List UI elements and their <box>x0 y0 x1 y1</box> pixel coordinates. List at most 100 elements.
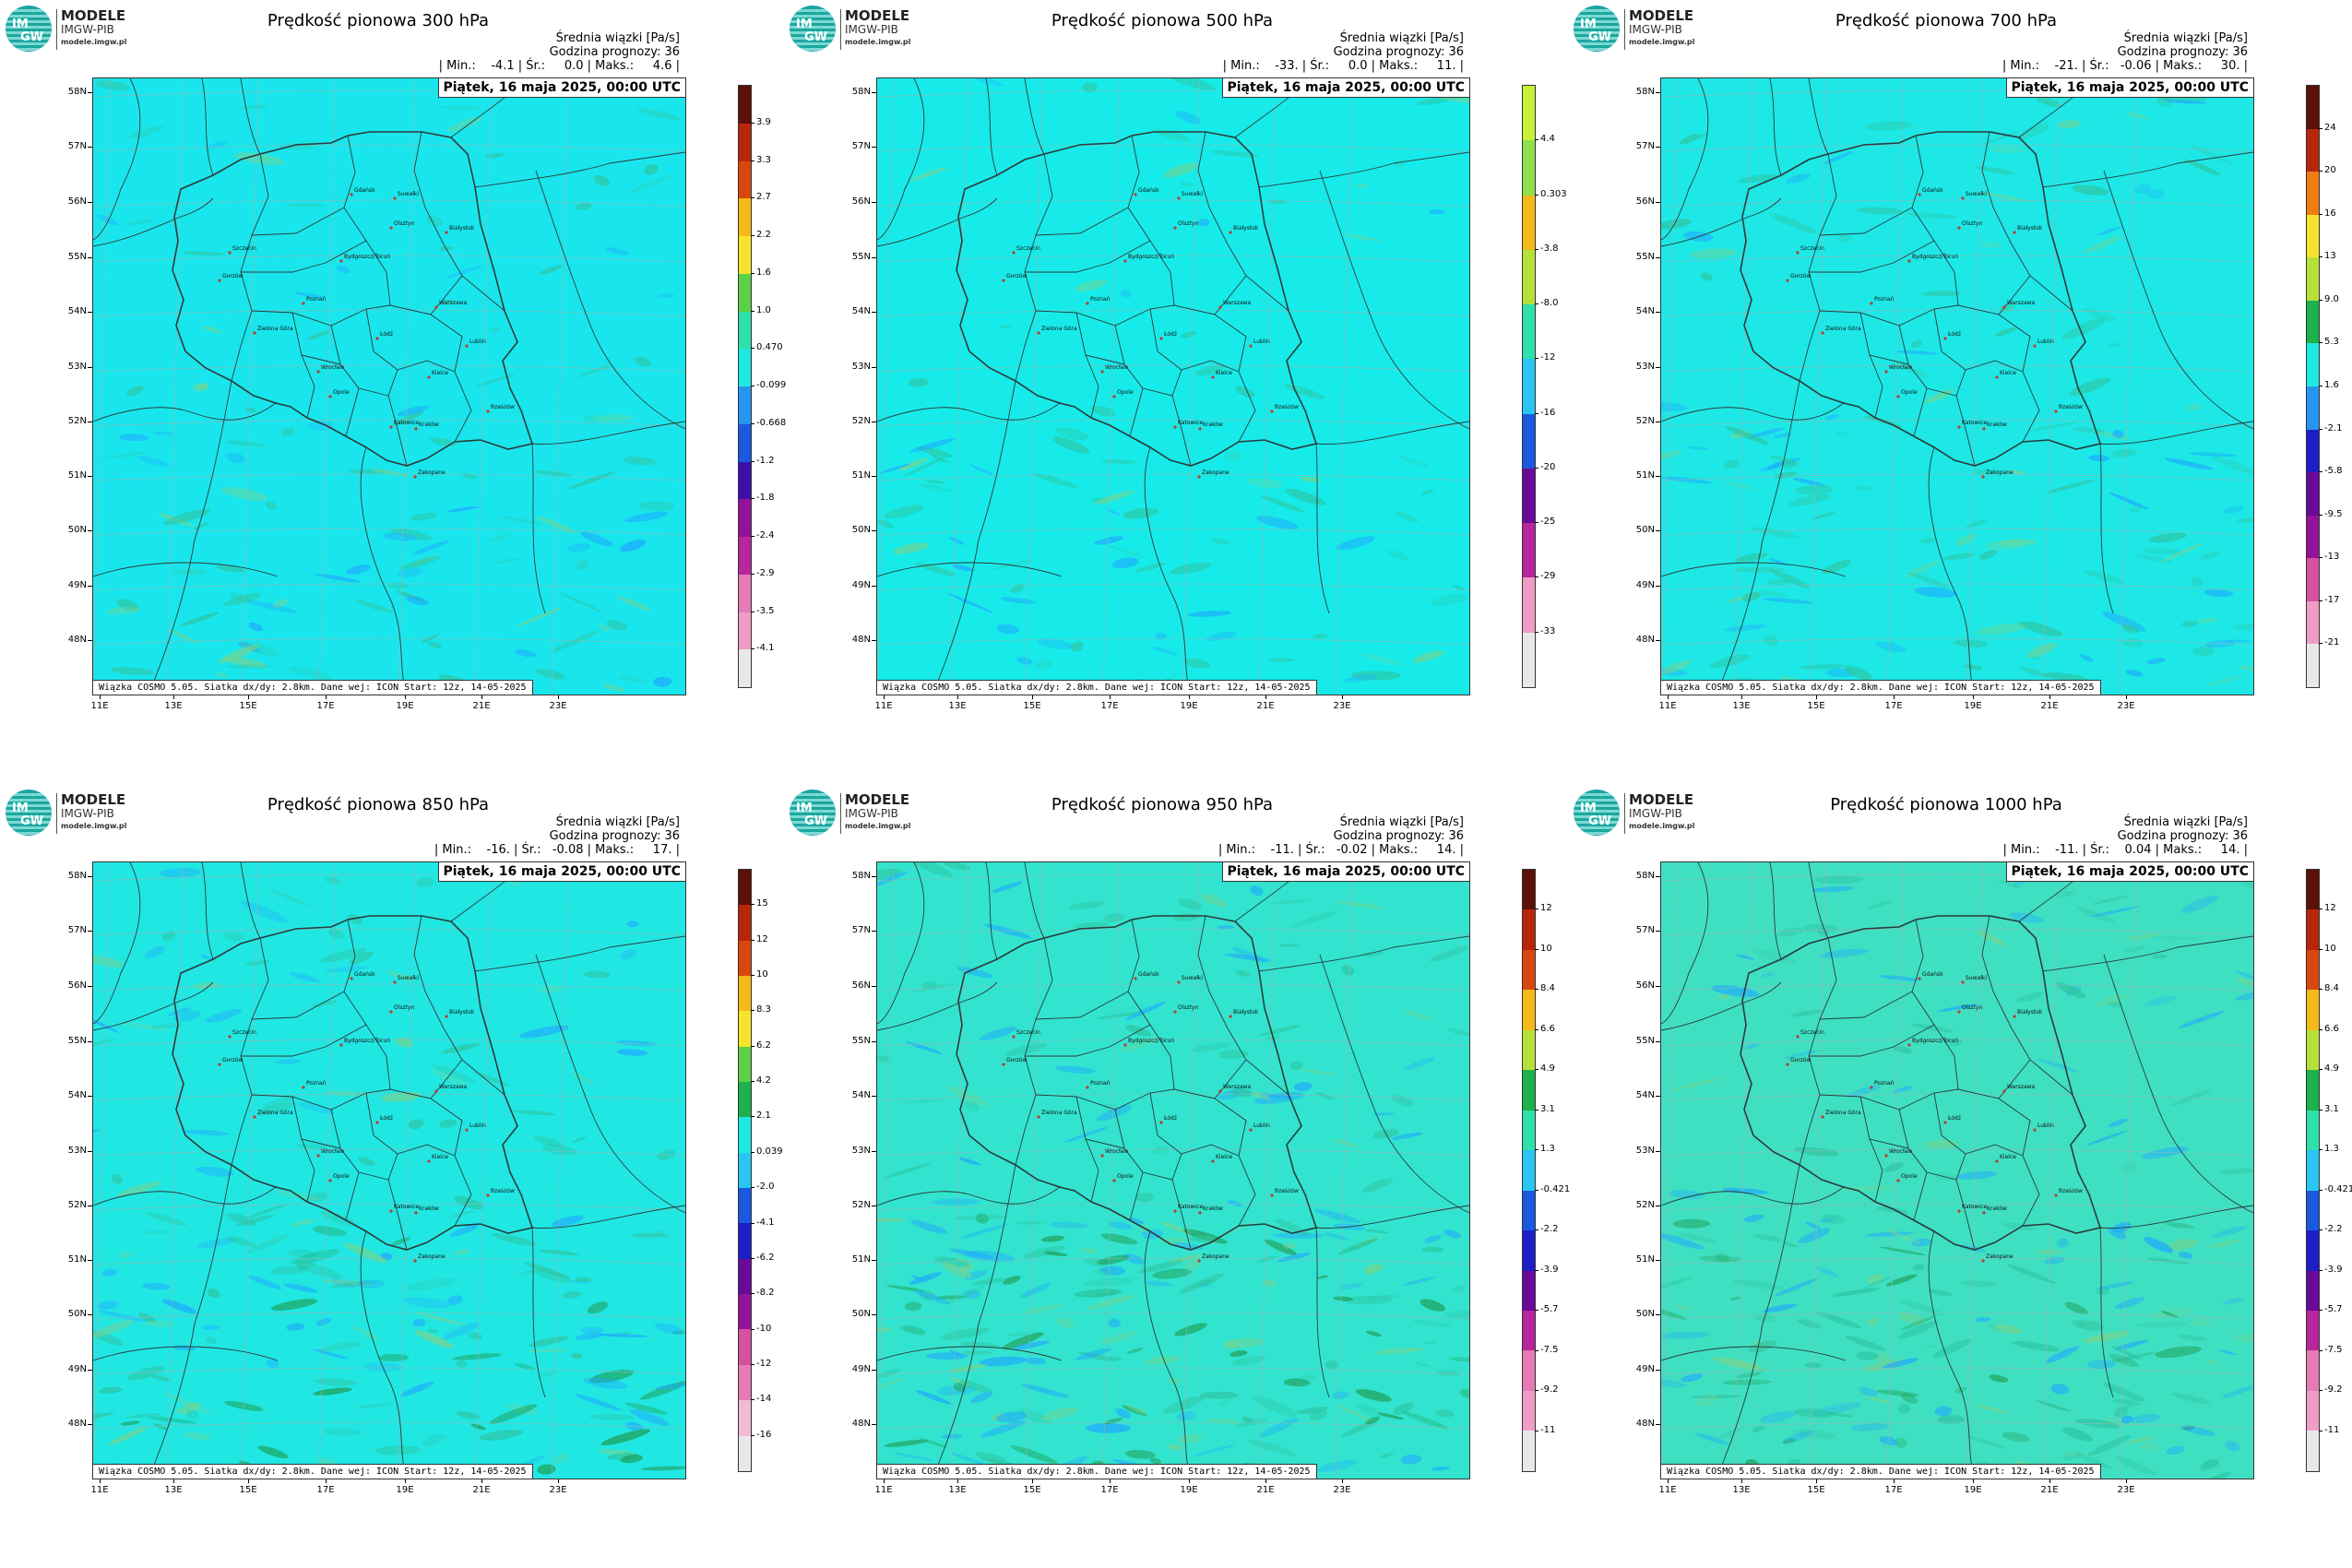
colorbar-label: 10 <box>1540 943 1552 954</box>
colorbar <box>738 85 752 688</box>
lat-label: 50N <box>851 525 871 535</box>
city-marker <box>427 375 431 379</box>
panel-title: Prędkość pionowa 500 hPa <box>1051 11 1274 30</box>
city-marker <box>218 1063 221 1066</box>
valid-date: Piątek, 16 maja 2025, 00:00 UTC <box>437 78 685 98</box>
city-marker <box>302 1086 305 1089</box>
city-marker <box>445 231 448 234</box>
poland-border <box>172 131 534 467</box>
model-info-footer: Wiązka COSMO 5.05. Siatka dx/dy: 2.8km. … <box>93 1464 533 1479</box>
city-label: Gorzów <box>1790 273 1812 279</box>
colorbar <box>738 869 752 1472</box>
logo-subtitle: IMGW-PIB <box>1629 23 1682 36</box>
city-label: Kielce <box>1216 370 1232 376</box>
city-marker <box>393 980 397 984</box>
imgw-logo[interactable]: IM GW MODELE IMGW-PIB modele.imgw.pl <box>790 6 928 53</box>
colorbar-label: -29 <box>1540 571 1556 582</box>
colorbar-label: -3.5 <box>756 605 775 616</box>
lat-label: 48N <box>851 1419 871 1429</box>
imgw-logo[interactable]: IM GW MODELE IMGW-PIB modele.imgw.pl <box>6 6 144 53</box>
lat-label: 58N <box>67 87 87 97</box>
city-label: Suwałki <box>1182 975 1203 981</box>
colorbar-label: -8.2 <box>756 1288 775 1299</box>
colorbar-label: -11 <box>1540 1424 1556 1435</box>
city-label: Lublin <box>2037 339 2054 345</box>
wind-field-map: Gdańsk Suwałki Olsztyn Białystok Szczecin Byd… <box>93 862 685 1479</box>
city-label: Suwałki <box>1966 191 1987 197</box>
logo-url[interactable]: modele.imgw.pl <box>1629 38 1695 46</box>
city-label: Lublin <box>1253 1123 1270 1129</box>
logo-url[interactable]: modele.imgw.pl <box>1629 822 1695 830</box>
city-label: Bydgoszcz/Toruń <box>1128 254 1174 260</box>
city-marker <box>2054 410 2058 413</box>
city-marker <box>1961 196 1965 200</box>
city-marker <box>1870 1086 1873 1089</box>
logo-url[interactable]: modele.imgw.pl <box>845 822 911 830</box>
colorbar-label: 0.303 <box>1540 188 1567 199</box>
city-label: Łódź <box>1947 331 1961 338</box>
city-label: Poznań <box>1874 1080 1895 1087</box>
colorbar-label: -3.9 <box>2324 1264 2343 1275</box>
logo-url[interactable]: modele.imgw.pl <box>845 38 911 46</box>
city-marker <box>1786 1063 1789 1066</box>
map-frame: Gdańsk Suwałki Olsztyn Białystok Szczecin Byd… <box>92 77 686 695</box>
lon-label: 23E <box>1333 1485 1351 1495</box>
city-label: Gorzów <box>1006 273 1028 279</box>
poland-border <box>1740 915 2102 1251</box>
city-marker <box>1100 1154 1104 1158</box>
colorbar-label: -8.0 <box>1540 298 1559 309</box>
lat-label: 55N <box>1635 252 1655 262</box>
colorbar-label: -2.9 <box>756 567 775 578</box>
lon-label: 23E <box>549 701 567 711</box>
city-marker <box>1112 395 1116 398</box>
city-label: Gorzów <box>222 1057 244 1063</box>
city-label: Gorzów <box>222 273 244 279</box>
city-label: Rzeszów <box>2059 404 2083 410</box>
panel-title: Prędkość pionowa 1000 hPa <box>1830 795 2062 814</box>
city-marker <box>2002 305 2006 309</box>
city-marker <box>1197 1259 1201 1263</box>
city-label: Gdańsk <box>1922 187 1943 194</box>
city-marker <box>2002 1089 2006 1093</box>
imgw-logo[interactable]: IM GW MODELE IMGW-PIB modele.imgw.pl <box>1574 790 1712 837</box>
lon-label: 23E <box>2117 1485 2135 1495</box>
poland-border <box>172 915 534 1251</box>
colorbar-label: -3.8 <box>1540 243 1559 254</box>
colorbar-label: 15 <box>756 898 768 909</box>
colorbar-label: 2.2 <box>756 230 771 240</box>
logo-title: MODELE <box>1629 791 1694 808</box>
lon-label: 11E <box>1658 701 1677 711</box>
colorbar-label: -5.7 <box>1540 1304 1559 1315</box>
city-marker <box>389 226 393 230</box>
colorbar-label: 2.1 <box>756 1111 771 1122</box>
city-marker <box>1982 427 1986 431</box>
colorbar-label: -4.1 <box>756 643 775 654</box>
city-marker <box>316 370 320 374</box>
city-marker <box>389 1010 393 1014</box>
colorbar-label: 8.3 <box>756 1004 771 1016</box>
city-marker <box>1821 331 1824 335</box>
imgw-logo[interactable]: IM GW MODELE IMGW-PIB modele.imgw.pl <box>1574 6 1712 53</box>
city-label: Opole <box>1901 1173 1918 1180</box>
colorbar-label: -16 <box>1540 407 1556 418</box>
city-label: Poznań <box>306 1080 327 1087</box>
imgw-logo[interactable]: IM GW MODELE IMGW-PIB modele.imgw.pl <box>6 790 144 837</box>
logo-url[interactable]: modele.imgw.pl <box>61 38 127 46</box>
city-label: Suwałki <box>398 191 419 197</box>
lat-label: 51N <box>851 1254 871 1265</box>
imgw-logo-icon: IM GW <box>6 790 52 836</box>
colorbar-label: 1.3 <box>1540 1144 1555 1155</box>
city-label: Bydgoszcz/Toruń <box>344 254 390 260</box>
imgw-logo[interactable]: IM GW MODELE IMGW-PIB modele.imgw.pl <box>790 790 928 837</box>
city-label: Opole <box>1901 389 1918 396</box>
logo-mark-bottom: GW <box>20 814 44 828</box>
city-label: Kielce <box>2000 1154 2016 1160</box>
forecast-panel: IM GW MODELE IMGW-PIB modele.imgw.pl Prędkość… <box>784 0 1568 784</box>
forecast-hour: Godzina prognozy: 36 <box>549 45 680 59</box>
lon-label: 11E <box>90 1485 109 1495</box>
city-marker <box>1037 331 1040 335</box>
lat-label: 58N <box>851 87 871 97</box>
logo-url[interactable]: modele.imgw.pl <box>61 822 127 830</box>
city-label: Lublin <box>1253 339 1270 345</box>
city-label: Białystok <box>449 1009 475 1016</box>
